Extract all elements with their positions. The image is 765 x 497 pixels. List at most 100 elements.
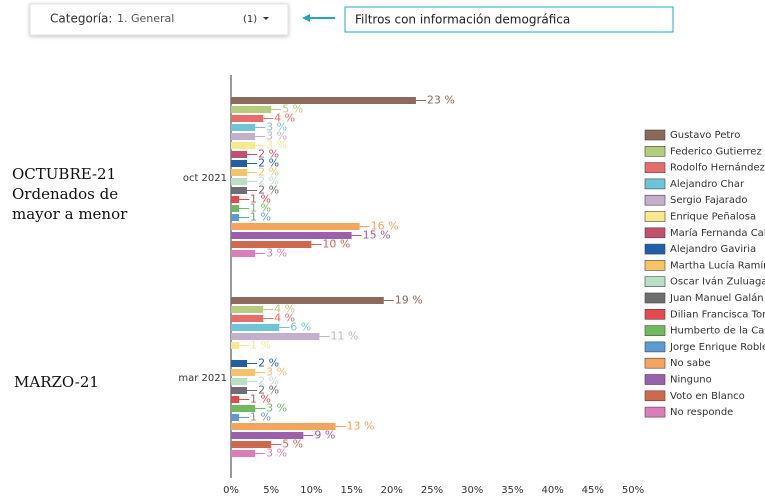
bar xyxy=(231,142,256,149)
bar xyxy=(231,297,384,304)
bar xyxy=(231,432,304,439)
legend-swatch xyxy=(644,276,666,288)
value-label: 1 % xyxy=(250,211,271,224)
value-label: 5 % xyxy=(282,438,303,451)
filter-dropdown[interactable]: Categoría: 1. General (1) xyxy=(29,3,289,36)
legend-swatch xyxy=(644,178,666,190)
x-tick-label: 15% xyxy=(340,485,362,496)
bar xyxy=(231,396,240,403)
legend-label: Sergio Fajarado xyxy=(670,195,747,206)
value-label: 11 % xyxy=(330,330,358,343)
bar xyxy=(231,187,248,194)
x-tick-label: 40% xyxy=(541,485,563,496)
bar xyxy=(231,333,320,340)
legend-swatch xyxy=(644,260,666,271)
legend-label: Gustavo Petro xyxy=(670,130,740,141)
bar xyxy=(231,450,256,457)
value-label: 10 % xyxy=(322,238,350,251)
value-label: 2 % xyxy=(258,148,279,161)
legend-swatch xyxy=(644,357,666,369)
value-label: 2 % xyxy=(258,175,279,188)
value-label: 16 % xyxy=(371,220,399,233)
x-tick-label: 50% xyxy=(622,485,644,496)
bar xyxy=(231,250,256,257)
legend-label: Federico Gutierrez xyxy=(670,146,762,157)
filter-count: (1) xyxy=(243,14,257,25)
bar xyxy=(231,214,240,221)
value-label: 3 % xyxy=(266,139,287,152)
value-label: 3 % xyxy=(266,247,287,260)
bar xyxy=(231,97,416,104)
value-label: 2 % xyxy=(258,384,279,397)
bar xyxy=(231,106,272,113)
legend-swatch xyxy=(644,292,666,304)
value-label: 4 % xyxy=(274,112,295,125)
caret xyxy=(263,17,269,20)
legend-label: María Fernanda Cabal xyxy=(670,227,765,239)
value-label: 3 % xyxy=(266,447,287,460)
annotation: Ordenados de xyxy=(12,185,118,203)
bar xyxy=(231,405,256,412)
bar xyxy=(231,160,248,167)
legend-label: Humberto de la Calle xyxy=(670,326,765,337)
value-label: 3 % xyxy=(266,402,287,415)
bar xyxy=(231,196,240,203)
bar xyxy=(231,151,248,158)
value-label: 3 % xyxy=(266,366,287,379)
bar xyxy=(231,423,336,430)
dropdown-box[interactable] xyxy=(29,3,289,36)
value-label: 2 % xyxy=(258,157,279,170)
bar xyxy=(231,169,248,176)
bar xyxy=(231,241,312,248)
value-label: 3 % xyxy=(266,130,287,143)
legend-label: No responde xyxy=(670,407,733,418)
value-label: 4 % xyxy=(274,312,295,325)
annotation: OCTUBRE-21 xyxy=(12,165,116,183)
value-label: 4 % xyxy=(274,303,295,316)
legend-swatch xyxy=(644,129,666,141)
legend-swatch xyxy=(644,390,666,402)
bar xyxy=(231,115,264,122)
legend-label: Alejandro Char xyxy=(670,179,745,190)
legend-swatch xyxy=(644,325,666,336)
legend-label: Rodolfo Hernández xyxy=(670,162,765,174)
bar xyxy=(231,342,240,349)
legend-label: Jorge Enrique Robledo xyxy=(669,342,765,353)
bar xyxy=(231,441,272,448)
x-tick-label: 45% xyxy=(582,485,604,496)
legend-swatch xyxy=(644,194,666,206)
legend-swatch xyxy=(644,211,666,222)
value-label: 1 % xyxy=(250,411,271,424)
bar xyxy=(231,360,248,367)
callout-box xyxy=(344,6,674,33)
legend-label: Dilian Francisca Toro xyxy=(670,309,765,320)
x-tick-label: 0% xyxy=(223,485,239,496)
x-tick-label: 5% xyxy=(263,485,279,496)
bar xyxy=(231,369,256,376)
bar xyxy=(231,133,256,140)
bar xyxy=(231,306,264,313)
filter-label: Categoría: xyxy=(50,12,112,26)
bar xyxy=(231,223,360,230)
bar xyxy=(231,324,280,331)
value-label: 5 % xyxy=(282,103,303,116)
legend-swatch xyxy=(644,308,666,320)
arrow-head xyxy=(302,14,310,22)
annotation: MARZO-21 xyxy=(14,373,99,391)
value-label: 1 % xyxy=(250,193,271,206)
legend-swatch xyxy=(644,227,666,239)
bar xyxy=(231,205,240,212)
value-label: 2 % xyxy=(258,166,279,179)
bar xyxy=(231,315,264,322)
filter-value: 1. General xyxy=(117,12,174,25)
bar xyxy=(231,414,240,421)
value-label: 2 % xyxy=(258,375,279,388)
callout-text: Filtros con información demográfica xyxy=(355,13,570,27)
legend-label: Oscar Iván Zuluaga xyxy=(670,276,765,288)
legend-swatch xyxy=(644,341,666,353)
legend-label: Voto en Blanco xyxy=(670,391,745,402)
legend-swatch xyxy=(644,162,666,173)
x-tick-label: 30% xyxy=(461,485,483,496)
value-label: 9 % xyxy=(314,429,335,442)
bar xyxy=(231,124,256,131)
